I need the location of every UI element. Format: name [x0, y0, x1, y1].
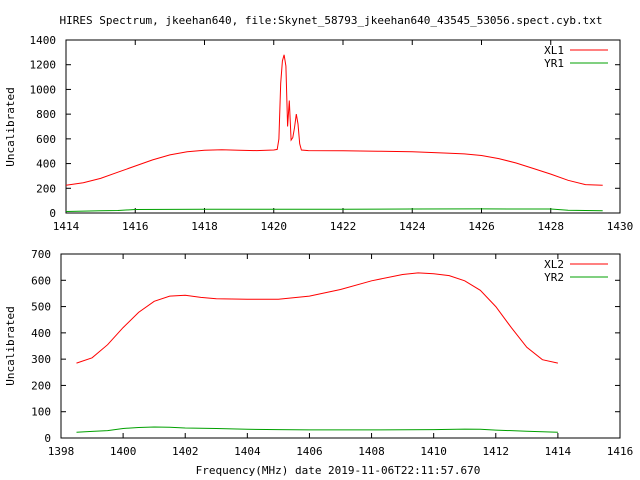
x-tick-label: 1414	[545, 445, 572, 458]
y-tick-label: 500	[31, 301, 51, 314]
x-tick-label: 1416	[122, 220, 149, 233]
bottom-panel: 1398 1400 1402 1404 1406 1408 1410 1412 1414 1416…	[4, 248, 633, 458]
x-tick-label: 1402	[172, 445, 199, 458]
x-tick-label: 1420	[261, 220, 288, 233]
x-tick-label: 1430	[607, 220, 634, 233]
plot-frame	[65, 39, 621, 214]
series-line-xl1	[65, 54, 603, 186]
x-tick-label: 1410	[420, 445, 447, 458]
series-line-yr1	[65, 208, 603, 212]
legend-label: XL2	[544, 258, 564, 271]
y-tick-label: 400	[31, 327, 51, 340]
x-tick-label: 1398	[48, 445, 75, 458]
series-line-yr2	[76, 426, 558, 433]
top-panel: 1414 1416 1418 1420 1422 1424 1426 1428 1430 0 200…	[4, 34, 633, 233]
figure-title: HIRES Spectrum, jkeehan640, file:Skynet_…	[59, 14, 602, 27]
y-tick-label: 700	[31, 248, 51, 261]
x-tick-label: 1418	[191, 220, 218, 233]
x-axis-label: Frequency(MHz) date 2019-11-06T22:11:57.…	[196, 464, 481, 477]
y-tick-label: 600	[31, 274, 51, 287]
y-tick-label: 1400	[30, 34, 57, 47]
legend-label: XL1	[544, 44, 564, 57]
x-tick-label: 1416	[607, 445, 634, 458]
y-tick-label: 800	[36, 108, 56, 121]
y-tick-label: 0	[44, 432, 51, 445]
y-tick-label: 0	[49, 207, 56, 220]
x-tick-label: 1400	[110, 445, 137, 458]
x-tick-label: 1412	[483, 445, 510, 458]
y-tick-label: 1200	[30, 59, 57, 72]
y-tick-label: 400	[36, 158, 56, 171]
x-tick-label: 1424	[399, 220, 426, 233]
legend-label: YR2	[544, 271, 564, 284]
x-tick-label: 1404	[234, 445, 261, 458]
x-tick-label: 1428	[538, 220, 565, 233]
y-tick-label: 200	[31, 379, 51, 392]
y-tick-label: 600	[36, 133, 56, 146]
legend-label: YR1	[544, 57, 564, 70]
x-tick-label: 1422	[330, 220, 357, 233]
x-tick-label: 1426	[468, 220, 495, 233]
y-tick-label: 100	[31, 406, 51, 419]
y-tick-label: 300	[31, 353, 51, 366]
y-axis-label: Uncalibrated	[4, 306, 17, 385]
x-tick-label: 1408	[358, 445, 385, 458]
x-tick-label: 1406	[296, 445, 323, 458]
y-tick-label: 1000	[30, 83, 57, 96]
y-axis-label: Uncalibrated	[4, 87, 17, 166]
series-line-xl2	[76, 272, 559, 364]
y-tick-label: 200	[36, 182, 56, 195]
x-tick-label: 1414	[53, 220, 80, 233]
plot-frame	[60, 253, 621, 439]
